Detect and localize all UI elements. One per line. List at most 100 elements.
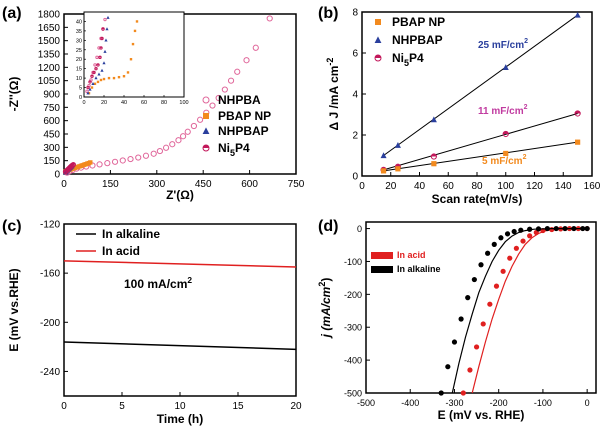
x-tick-label: 80 [471, 181, 483, 192]
x-axis-label: E (mV vs. RHE) [438, 408, 525, 422]
series-0 [460, 225, 590, 396]
legend: In acid In alkaline [371, 250, 441, 274]
data-point [104, 160, 111, 167]
inset-point [99, 46, 103, 50]
y-axis-label: j (mA/cm2) [317, 278, 333, 340]
inset-y-tick-label: 10 [76, 76, 82, 82]
panel-c: 0 5 10 15 20 -240 -200 -160 -120 (c) Time (h) E (mV… [2, 218, 302, 426]
x-tick-label: 140 [555, 181, 572, 192]
y-tick-label: 600 [43, 116, 60, 127]
x-tick-label: 450 [195, 179, 212, 190]
legend: In alkaline In acid [76, 227, 160, 258]
y-tick-label: 300 [43, 143, 60, 154]
inset-point [101, 27, 105, 31]
x-tick-label: 15 [232, 401, 244, 412]
data-point [150, 150, 157, 157]
data-point [480, 321, 486, 327]
inset-point [98, 55, 102, 60]
annotation: 5 mF/cm2 [482, 154, 527, 167]
inset-point [135, 20, 139, 23]
legend-marker [374, 54, 382, 62]
legend-swatch [371, 252, 393, 259]
inset: 0 20 40 60 80 100 0 5 10 15 20 25 30 35 40 [76, 11, 189, 106]
inset-point [107, 76, 111, 80]
inset-point [94, 66, 98, 71]
data-point [221, 86, 228, 93]
data-point [507, 255, 513, 261]
x-tick-label: -400 [401, 398, 419, 408]
inset-point [102, 77, 106, 81]
x-tick-label: 120 [526, 181, 543, 192]
series-2 [438, 225, 590, 396]
inset-point [86, 85, 90, 90]
inset-point [86, 91, 90, 95]
y-tick-label: 4 [352, 90, 358, 101]
annotation: 100 mA/cm2 [124, 275, 192, 291]
x-tick-label: 0 [61, 401, 67, 412]
inset-y-tick-label: 25 [76, 48, 82, 54]
legend-label: In alkaline [102, 227, 160, 241]
y-tick-label: 1050 [38, 76, 61, 87]
inset-point [102, 61, 106, 65]
data-point [175, 137, 182, 144]
x-tick-label: -200 [490, 398, 508, 408]
data-point [234, 68, 241, 75]
data-point [511, 228, 517, 235]
x-axis-label: Z'(Ω) [166, 188, 194, 202]
inset-y-tick-label: 5 [79, 86, 82, 92]
x-tick-label: -100 [534, 398, 552, 408]
y-tick-label: 900 [43, 90, 60, 101]
inset-point [100, 36, 104, 41]
data-point [179, 133, 187, 140]
series-ni5p4 [62, 161, 76, 175]
inset-point [99, 78, 103, 82]
inset-x-tick-label: 80 [161, 100, 167, 106]
data-point [575, 139, 581, 145]
inset-y-tick-label: 40 [76, 19, 82, 25]
data-point [465, 295, 471, 301]
inset-point [92, 70, 96, 75]
data-point [430, 116, 437, 123]
data-point [451, 339, 458, 345]
inset-point [117, 75, 121, 79]
y-tick-label: 8 [352, 8, 358, 19]
inset-point [105, 27, 109, 31]
inset-x-tick-label: 0 [82, 100, 85, 106]
data-point [491, 241, 497, 247]
annotation: 11 mF/cm2 [478, 104, 528, 117]
inset-point [100, 68, 104, 72]
x-tick-label: 20 [290, 401, 302, 412]
inset-x-tick-label: 100 [179, 100, 188, 106]
data-point [197, 116, 204, 123]
data-point [431, 161, 437, 167]
data-point [135, 154, 142, 161]
y-tick-label: 1200 [38, 63, 61, 74]
data-point [142, 152, 150, 159]
inset-point [97, 72, 101, 76]
y-axis-label: -Z''(Ω) [7, 77, 21, 112]
inset-point [90, 74, 94, 78]
series-line [63, 260, 297, 268]
y-tick-label: 0 [357, 224, 362, 234]
data-point [380, 168, 387, 174]
data-point [380, 152, 387, 159]
inset-point [90, 86, 94, 89]
inset-y-tick-label: 0 [79, 95, 82, 101]
y-tick-label: 450 [43, 130, 60, 141]
x-tick-label: 300 [148, 179, 165, 190]
legend-label: Ni5P4 [218, 141, 250, 158]
x-tick-label: 20 [385, 181, 397, 192]
data-point [498, 235, 504, 241]
inset-point [85, 89, 89, 94]
data-point [96, 161, 103, 168]
inset-point [133, 29, 137, 33]
y-tick-label: 6 [352, 49, 358, 60]
data-point [527, 233, 533, 239]
y-tick-label: -500 [344, 389, 362, 399]
inset-y-tick-label: 20 [76, 57, 82, 63]
x-tick-label: 60 [443, 181, 455, 192]
data-point [513, 245, 519, 251]
inset-point [103, 49, 107, 53]
data-point [503, 150, 509, 157]
